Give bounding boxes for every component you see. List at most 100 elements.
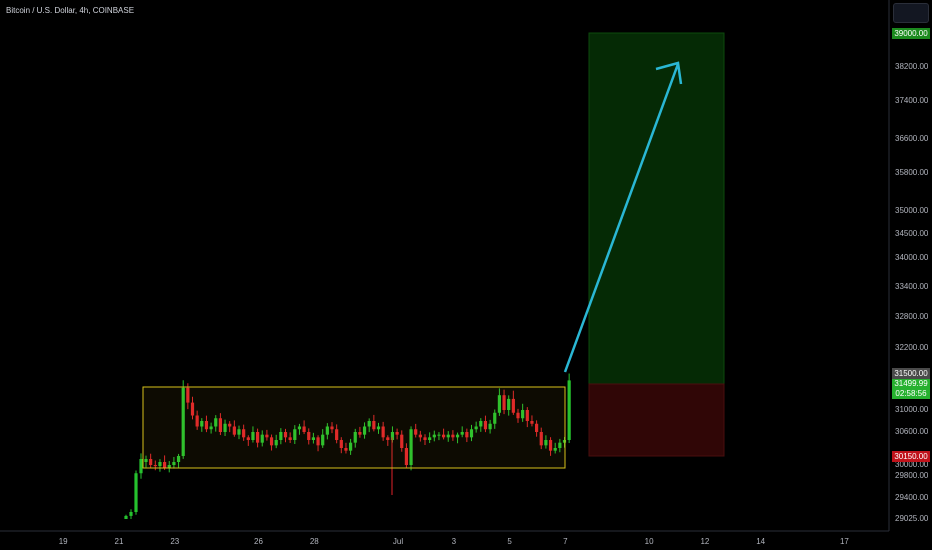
candle-body: [214, 418, 218, 427]
candle-body: [339, 440, 343, 448]
candle-body: [209, 426, 213, 430]
candle-body: [511, 398, 515, 413]
time-tick-label: 12: [700, 537, 710, 546]
candle-body: [381, 426, 385, 438]
candle-body: [418, 434, 422, 438]
candle-body: [548, 440, 553, 451]
candle-body: [297, 426, 302, 430]
candle-body: [293, 429, 297, 440]
candle-body: [553, 448, 557, 451]
time-tick-label: 14: [756, 537, 766, 546]
entry-price-label: 31500.00: [894, 369, 928, 378]
candle-body: [502, 395, 506, 410]
candle-body: [469, 429, 474, 438]
candle-body: [167, 465, 171, 468]
candle-body: [544, 440, 548, 446]
candle-body: [558, 442, 562, 448]
candle-body: [274, 440, 278, 446]
candle-body: [409, 429, 413, 465]
candle-body: [474, 426, 478, 430]
toolbar-button[interactable]: [893, 3, 929, 23]
candle-body: [200, 421, 204, 427]
price-tick-label: 29400.00: [895, 493, 929, 502]
candle-body: [242, 429, 246, 438]
candle-body: [567, 380, 571, 440]
candle-body: [190, 402, 195, 416]
profit-zone: [588, 32, 725, 385]
candle-body: [362, 426, 367, 435]
price-tick-label: 31000.00: [895, 405, 929, 414]
candle-body: [367, 421, 371, 427]
candle-body: [237, 429, 241, 435]
candle-body: [316, 437, 320, 446]
price-tick-label: 36600.00: [895, 134, 929, 143]
candle-body: [432, 434, 436, 438]
candle-body: [483, 421, 488, 430]
candle-body: [246, 437, 250, 440]
loss-zone: [588, 383, 725, 457]
time-tick-label: 17: [839, 537, 849, 546]
target-price-tag: 39000.00: [892, 28, 930, 39]
time-tick-label: 23: [170, 537, 180, 546]
candle-body: [288, 437, 292, 440]
current-price-label: 31499.99: [894, 379, 928, 388]
candle-body: [390, 432, 395, 440]
candle-body: [307, 432, 311, 440]
price-tick-label: 34000.00: [895, 253, 929, 262]
candle-body: [228, 423, 232, 427]
candle-body: [265, 434, 269, 438]
stop-price-label: 30150.00: [894, 452, 928, 461]
candle-body: [163, 462, 167, 468]
candle-body: [497, 395, 501, 413]
current-price-tag: 31499.99 02:58:56: [892, 379, 930, 399]
candle-body: [172, 462, 176, 465]
candle-body: [404, 448, 408, 465]
candle-body: [516, 412, 520, 419]
candle-body: [525, 410, 529, 421]
price-tick-label: 35800.00: [895, 168, 929, 177]
candle-body: [302, 426, 306, 432]
candle-body: [451, 434, 455, 438]
candle-body: [186, 387, 190, 403]
candle-body: [437, 434, 441, 436]
candle-body: [446, 434, 450, 438]
time-tick-label: Jul: [392, 537, 404, 546]
candle-body: [251, 432, 255, 440]
entry-price-tag: 31500.00: [892, 368, 930, 379]
price-tick-label: 32200.00: [895, 343, 929, 352]
candle-body: [218, 418, 222, 432]
candle-body: [311, 437, 315, 440]
candle-body: [530, 421, 534, 424]
price-tick-label: 34500.00: [895, 229, 929, 238]
candle-body: [321, 434, 325, 446]
candle-body: [376, 426, 381, 430]
candle-body: [330, 426, 334, 430]
price-tick-label: 29800.00: [895, 471, 929, 480]
candle-body: [442, 434, 446, 438]
candle-body: [149, 459, 153, 465]
time-tick-label: 26: [254, 537, 263, 546]
time-tick-label: 28: [309, 537, 319, 546]
target-arrowhead: [655, 61, 683, 85]
time-tick-label: 19: [58, 537, 68, 546]
candle-body: [176, 456, 181, 462]
candle-body: [349, 442, 353, 451]
price-tick-label: 29025.00: [895, 514, 929, 523]
candle-body: [460, 432, 464, 435]
candle-body: [269, 437, 274, 446]
candle-body: [423, 437, 427, 440]
candle-body: [372, 421, 376, 430]
candle-body: [325, 426, 329, 435]
candle-body: [400, 434, 404, 448]
candle-body: [335, 429, 339, 440]
target-arrow: [563, 63, 680, 373]
time-tick-label: 21: [114, 537, 124, 546]
candle-body: [479, 421, 483, 427]
price-tick-label: 38200.00: [895, 62, 929, 71]
candle-body: [256, 432, 260, 443]
price-tick-label: 32800.00: [895, 312, 929, 321]
candle-body: [158, 462, 162, 467]
candle-body: [428, 437, 432, 440]
candle-body: [358, 432, 362, 435]
